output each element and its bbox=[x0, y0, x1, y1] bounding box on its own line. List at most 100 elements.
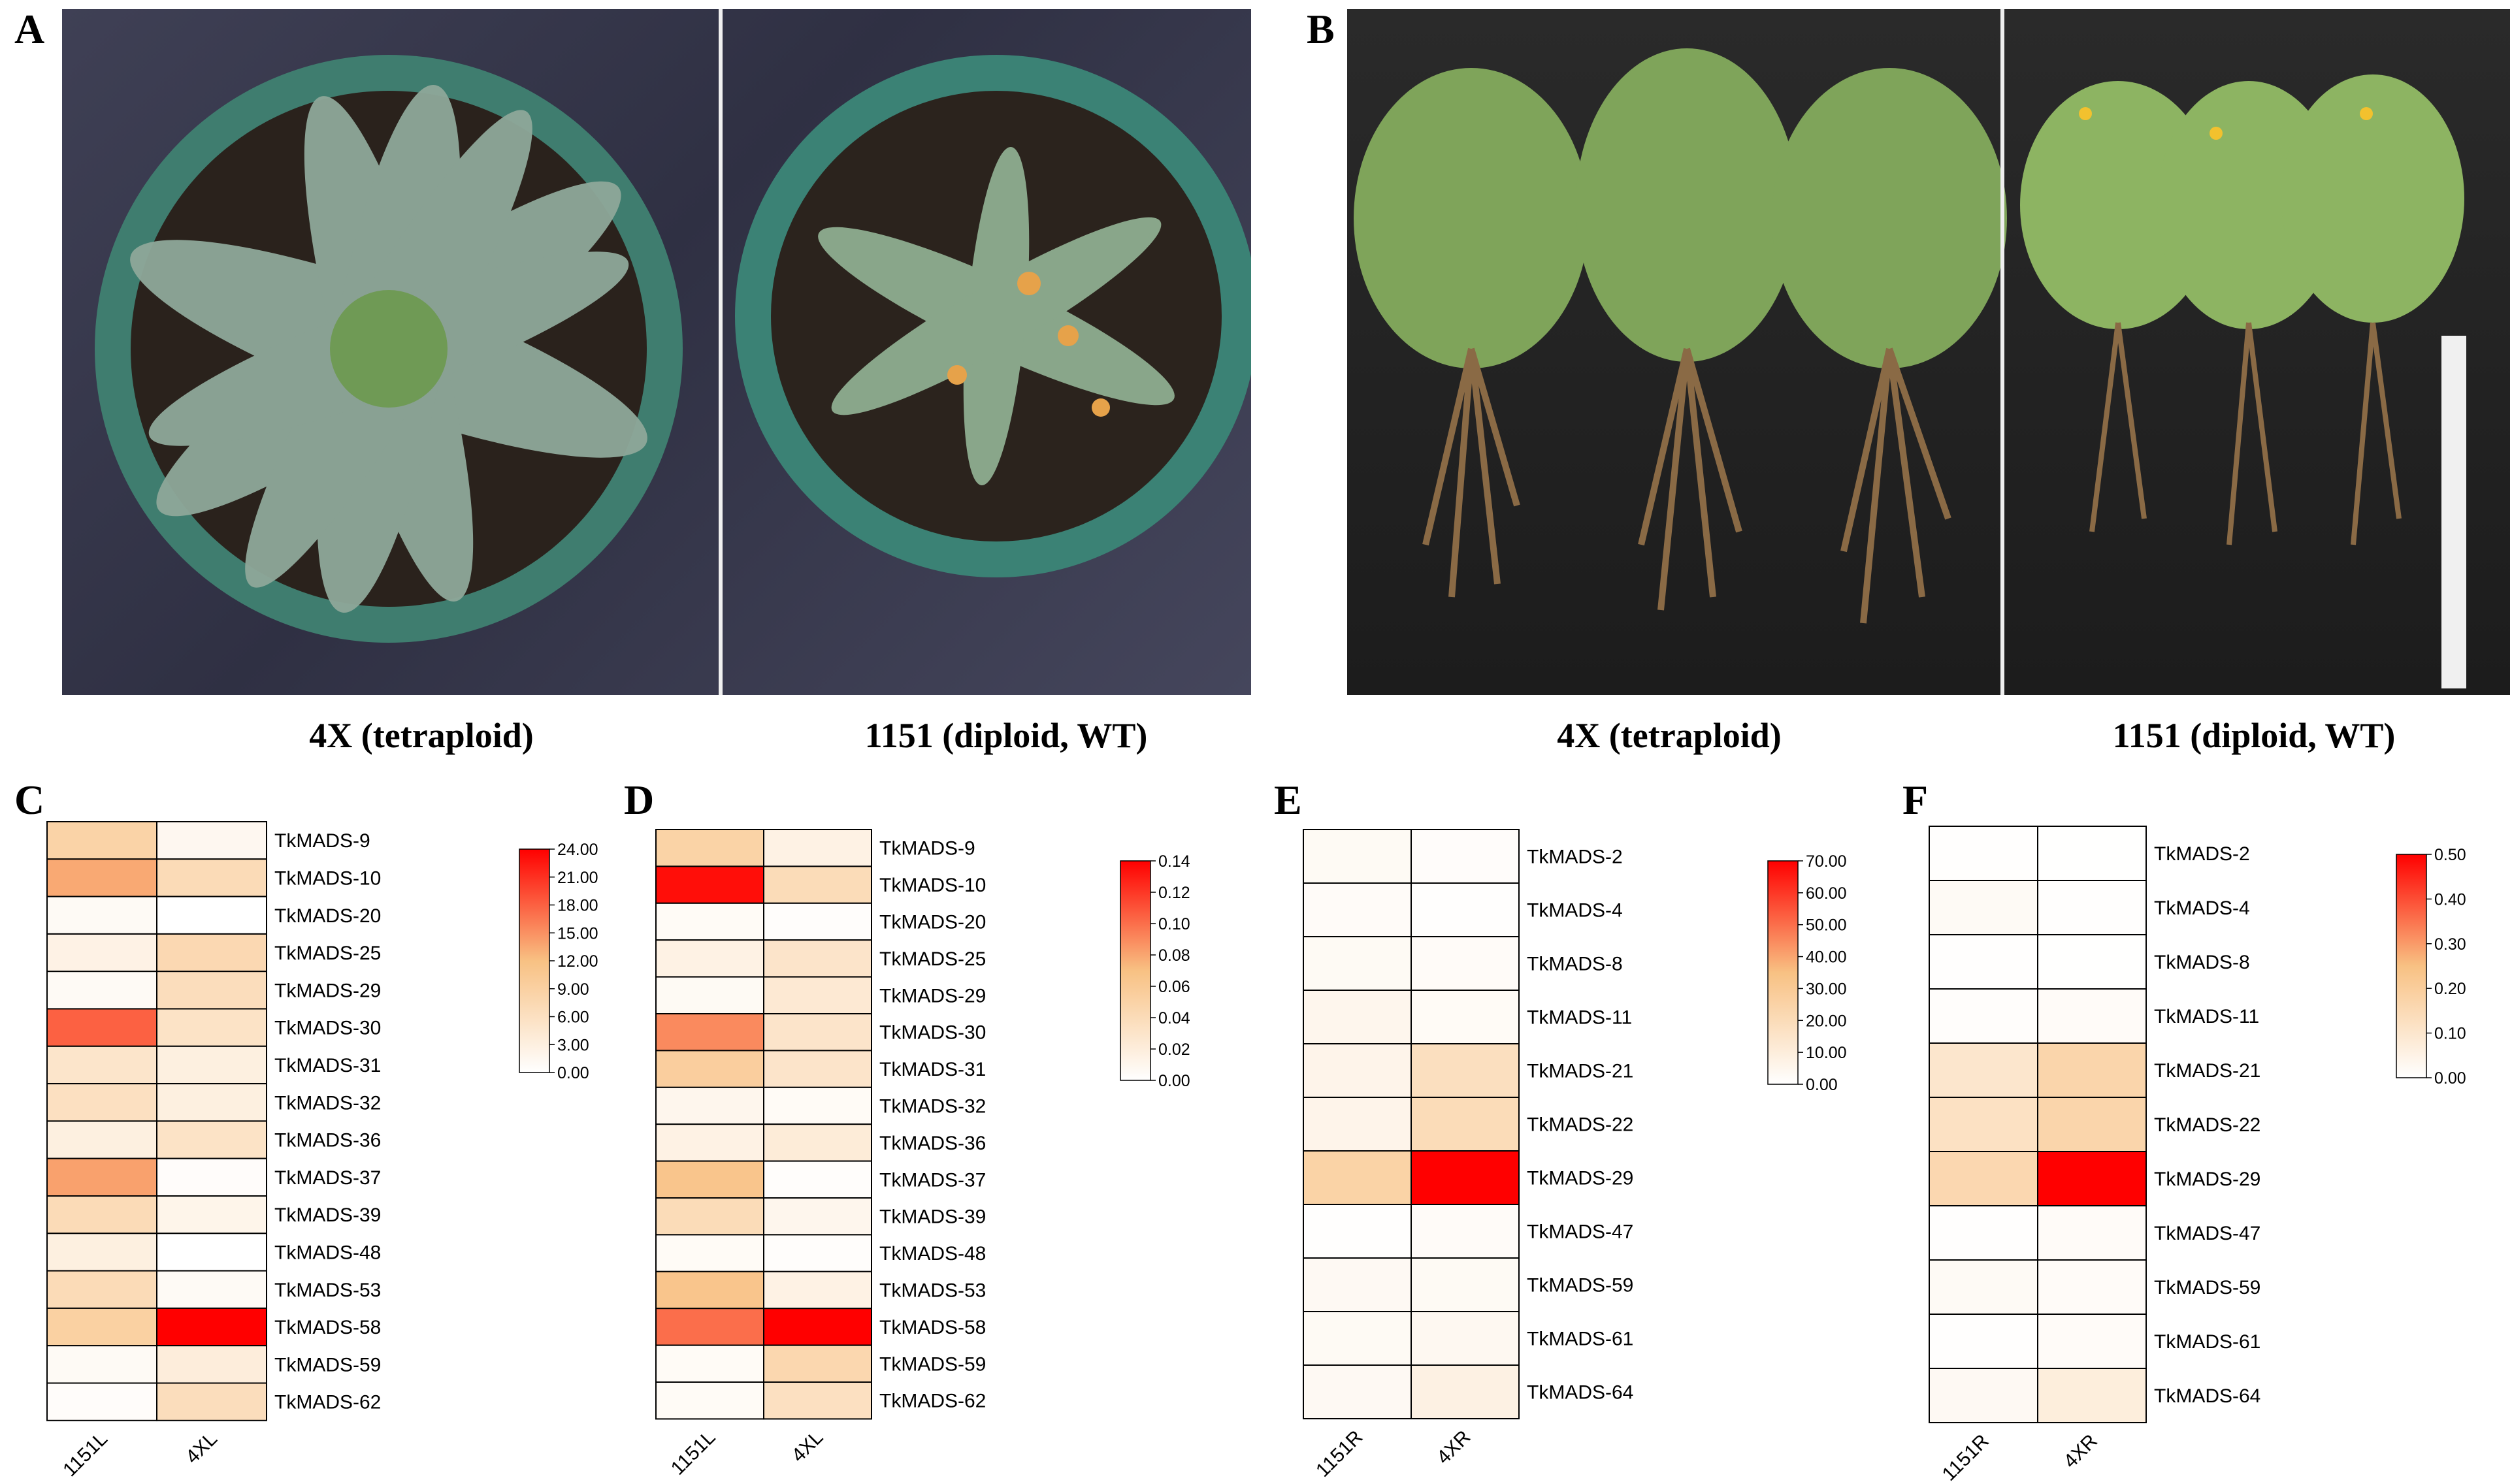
heatmap-c-row-label: TkMADS-36 bbox=[274, 1130, 381, 1152]
heatmap-d-row-label: TkMADS-31 bbox=[879, 1059, 986, 1080]
heatmap-e-cell bbox=[1303, 990, 1412, 1044]
heatmap-e-cell bbox=[1303, 1364, 1412, 1419]
colorbar-c-tick-label: 9.00 bbox=[557, 980, 589, 999]
heatmap-c-row-label: TkMADS-48 bbox=[274, 1242, 381, 1263]
caption-b-right: 1151 (diploid, WT) bbox=[2112, 716, 2396, 755]
heatmap-f-cell bbox=[1929, 934, 2038, 990]
heatmap-d-column-label: 1151L bbox=[667, 1427, 720, 1479]
heatmap-c-row-label: TkMADS-59 bbox=[274, 1354, 381, 1376]
heatmap-f-row-label: TkMADS-8 bbox=[2154, 952, 2250, 973]
heatmap-d-cell bbox=[763, 1197, 872, 1236]
heatmap-d-cell bbox=[763, 1270, 872, 1310]
photo-a-potted-plants bbox=[62, 9, 1251, 695]
heatmap-d-cell bbox=[763, 1086, 872, 1125]
heatmap-d: TkMADS-9 TkMADS-10 TkMADS-20 TkMADS-25 TkMAD… bbox=[655, 829, 1190, 1479]
colorbar-f-tick-label: 0.00 bbox=[2434, 1069, 2466, 1088]
colorbar-c-tick-label: 24.00 bbox=[557, 841, 598, 859]
heatmap-c-cell bbox=[156, 1382, 267, 1421]
heatmap-e-cell bbox=[1303, 1150, 1412, 1205]
heatmap-d-row-label: TkMADS-9 bbox=[879, 838, 975, 860]
heatmap-d-cell bbox=[763, 865, 872, 904]
heatmap-d-row-label: TkMADS-32 bbox=[879, 1096, 986, 1118]
heatmap-c-cell bbox=[156, 1195, 267, 1234]
colorbar-f-tick-label: 0.10 bbox=[2434, 1025, 2466, 1043]
heatmap-c-cell bbox=[46, 1120, 157, 1159]
heatmap-d-row-label: TkMADS-10 bbox=[879, 875, 986, 896]
heatmap-f-cell bbox=[2037, 1042, 2147, 1098]
heatmap-c-cell bbox=[46, 1045, 157, 1085]
heatmap-c-cell bbox=[46, 821, 157, 860]
colorbar-e-tick-label: 10.00 bbox=[1806, 1044, 1847, 1062]
heatmap-e-cell bbox=[1303, 1257, 1412, 1312]
colorbar-c-tick-label: 3.00 bbox=[557, 1036, 589, 1054]
colorbar-f-tick-label: 0.30 bbox=[2434, 935, 2466, 954]
heatmap-c-cell bbox=[46, 1195, 157, 1234]
heatmap-c: TkMADS-9 TkMADS-10 TkMADS-20 TkMADS-25 TkMAD… bbox=[46, 821, 598, 1481]
heatmap-d-cell bbox=[655, 1050, 764, 1088]
heatmap-e-column-label: 4XR bbox=[1433, 1427, 1475, 1469]
heatmap-c-row-label: TkMADS-39 bbox=[274, 1204, 381, 1226]
heatmap-d-row-label: TkMADS-62 bbox=[879, 1391, 986, 1412]
photo-b-illustration bbox=[1354, 9, 2466, 695]
heatmap-c-cell bbox=[156, 1345, 267, 1384]
heatmap-d-cell bbox=[655, 1270, 764, 1310]
heatmap-f-row-label: TkMADS-59 bbox=[2154, 1277, 2260, 1298]
heatmap-d-cell bbox=[763, 1013, 872, 1052]
heatmap-d-cell bbox=[655, 1234, 764, 1272]
colorbar-f-tick-label: 0.40 bbox=[2434, 890, 2466, 909]
heatmap-e-row-label: TkMADS-2 bbox=[1527, 847, 1623, 868]
colorbar-d-tick-label: 0.10 bbox=[1158, 915, 1190, 933]
heatmap-f-cell bbox=[1929, 1368, 2038, 1423]
heatmap-d-cell bbox=[655, 1013, 764, 1052]
heatmap-c-row-label: TkMADS-62 bbox=[274, 1392, 381, 1413]
heatmap-d-row-label: TkMADS-39 bbox=[879, 1206, 986, 1228]
heatmap-f-cell bbox=[1929, 1042, 2038, 1098]
heatmap-f-cell bbox=[2037, 1368, 2147, 1423]
heatmap-e-cell bbox=[1411, 1204, 1520, 1259]
heatmap-f-column-label: 1151R bbox=[1938, 1430, 1993, 1484]
colorbar-d-tick-label: 0.14 bbox=[1158, 852, 1190, 871]
heatmap-c-cell bbox=[156, 1083, 267, 1122]
photo-a-illustration bbox=[95, 9, 1251, 695]
heatmap-f-cell bbox=[1929, 1205, 2038, 1261]
heatmap-c-cell bbox=[46, 1157, 157, 1197]
heatmap-c-row-label: TkMADS-58 bbox=[274, 1317, 381, 1338]
heatmap-d-cell bbox=[655, 1086, 764, 1125]
heatmap-e-cell bbox=[1303, 1311, 1412, 1366]
heatmap-f-cell bbox=[2037, 934, 2147, 990]
heatmap-d-cell bbox=[655, 1381, 764, 1420]
colorbar-e-tick-label: 60.00 bbox=[1806, 884, 1847, 903]
heatmap-e-cell bbox=[1411, 1150, 1520, 1205]
heatmap-c-row-label: TkMADS-30 bbox=[274, 1018, 381, 1039]
heatmap-e-cell bbox=[1411, 882, 1520, 937]
heatmap-c-cell bbox=[156, 895, 267, 935]
heatmap-c-column-label: 4XL bbox=[182, 1428, 221, 1468]
heatmap-f-cell bbox=[2037, 880, 2147, 935]
heatmap-e-cell bbox=[1303, 1204, 1412, 1259]
heatmap-f-row-label: TkMADS-2 bbox=[2154, 843, 2250, 865]
heatmap-c-cell bbox=[46, 858, 157, 897]
heatmap-c-cell bbox=[156, 971, 267, 1010]
colorbar-d-tick-label: 0.04 bbox=[1158, 1009, 1190, 1027]
heatmap-e-row-label: TkMADS-8 bbox=[1527, 954, 1623, 975]
heatmap-d-cell bbox=[655, 829, 764, 867]
heatmap-d-row-label: TkMADS-48 bbox=[879, 1243, 986, 1265]
heatmap-c-cell bbox=[156, 1045, 267, 1085]
heatmap-c-cell bbox=[46, 1083, 157, 1122]
colorbar-c-tick-label: 21.00 bbox=[557, 869, 598, 887]
heatmap-d-cell bbox=[655, 865, 764, 904]
heatmap-e-cell bbox=[1411, 829, 1520, 884]
caption-a-right: 1151 (diploid, WT) bbox=[864, 716, 1148, 755]
heatmap-f-row-label: TkMADS-64 bbox=[2154, 1385, 2260, 1407]
heatmap-e-cell bbox=[1303, 1097, 1412, 1152]
heatmap-c-row-label: TkMADS-9 bbox=[274, 830, 370, 852]
heatmap-f-cell bbox=[2037, 1314, 2147, 1369]
heatmap-c-cell bbox=[156, 1307, 267, 1347]
heatmap-c-cell bbox=[156, 933, 267, 973]
heatmap-c-cell bbox=[46, 1382, 157, 1421]
colorbar-d-tick-label: 0.06 bbox=[1158, 978, 1190, 996]
heatmap-c-row-label: TkMADS-53 bbox=[274, 1280, 381, 1301]
heatmap-d-row-label: TkMADS-30 bbox=[879, 1022, 986, 1044]
heatmap-d-cell bbox=[655, 902, 764, 941]
colorbar-f-tick-label: 0.20 bbox=[2434, 980, 2466, 998]
